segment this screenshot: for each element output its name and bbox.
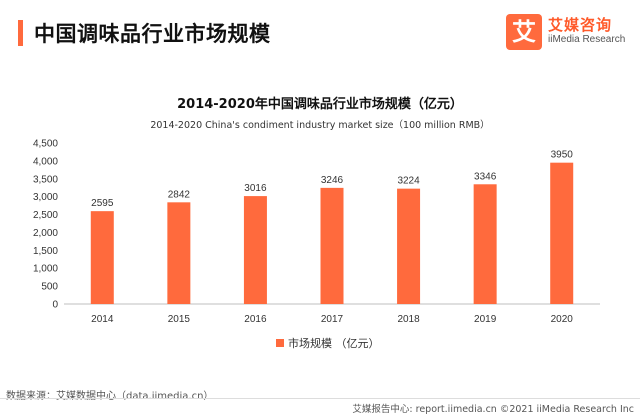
x-tick-label: 2015 xyxy=(168,314,191,325)
header-accent-bar xyxy=(18,20,23,46)
y-tick-label: 4,500 xyxy=(33,139,58,150)
brand-logo: 艾 艾媒咨询 iiMedia Research xyxy=(506,12,632,52)
bar-chart: 2014-2020年中国调味品行业市场规模（亿元） 2014-2020 Chin… xyxy=(33,96,600,350)
x-tick-label: 2018 xyxy=(397,314,420,325)
footer-copyright: 艾媒报告中心: report.iimedia.cn ©2021 iiMedia … xyxy=(352,404,634,415)
logo-name-en: iiMedia Research xyxy=(548,34,626,45)
chart-title: 2014-2020年中国调味品行业市场规模（亿元） xyxy=(177,96,463,112)
bar xyxy=(473,184,497,304)
footer-source: 数据来源：艾媒数据中心（data.iimedia.cn） xyxy=(6,391,214,402)
y-tick-label: 1,000 xyxy=(33,264,58,275)
y-tick-label: 3,000 xyxy=(33,192,58,203)
bar xyxy=(320,187,344,304)
y-tick-label: 500 xyxy=(41,282,58,293)
legend-label: 市场规模 （亿元） xyxy=(288,336,380,350)
x-tick-label: 2020 xyxy=(551,314,574,325)
logo-name-cn: 艾媒咨询 xyxy=(548,16,613,34)
chart-legend: 市场规模 （亿元） xyxy=(276,336,380,350)
data-label: 2595 xyxy=(91,198,114,209)
x-tick-label: 2016 xyxy=(244,314,267,325)
data-label: 3346 xyxy=(474,171,497,182)
x-tick-label: 2017 xyxy=(321,314,344,325)
legend-swatch xyxy=(276,339,284,347)
x-tick-label: 2014 xyxy=(91,314,114,325)
page-title: 中国调味品行业市场规模 xyxy=(34,22,271,46)
y-axis: 0 500 1,000 1,500 2,000 2,500 3,000 3,500 4,000 4… xyxy=(33,139,58,311)
data-label: 3950 xyxy=(551,150,574,161)
bar-series: 2595 2842 3016 3246 3224 3346 3950 xyxy=(90,150,574,304)
bar xyxy=(397,188,421,304)
y-tick-label: 4,000 xyxy=(33,156,58,167)
y-tick-label: 2,000 xyxy=(33,228,58,239)
y-tick-label: 0 xyxy=(52,300,58,311)
x-tick-label: 2019 xyxy=(474,314,497,325)
bar xyxy=(550,162,574,304)
bar xyxy=(167,202,191,304)
y-tick-label: 3,500 xyxy=(33,174,58,185)
footer-divider xyxy=(0,398,640,399)
data-label: 3224 xyxy=(397,176,420,187)
x-axis: 2014 2015 2016 2017 2018 2019 2020 xyxy=(91,314,573,325)
bar xyxy=(243,196,267,304)
chart-subtitle: 2014-2020 China's condiment industry mar… xyxy=(150,119,489,131)
data-label: 3016 xyxy=(244,183,267,194)
bar xyxy=(90,211,114,304)
data-label: 3246 xyxy=(321,175,344,186)
data-label: 2842 xyxy=(168,189,191,200)
logo-mark-icon: 艾 xyxy=(506,14,542,50)
y-tick-label: 1,500 xyxy=(33,246,58,257)
y-tick-label: 2,500 xyxy=(33,210,58,221)
